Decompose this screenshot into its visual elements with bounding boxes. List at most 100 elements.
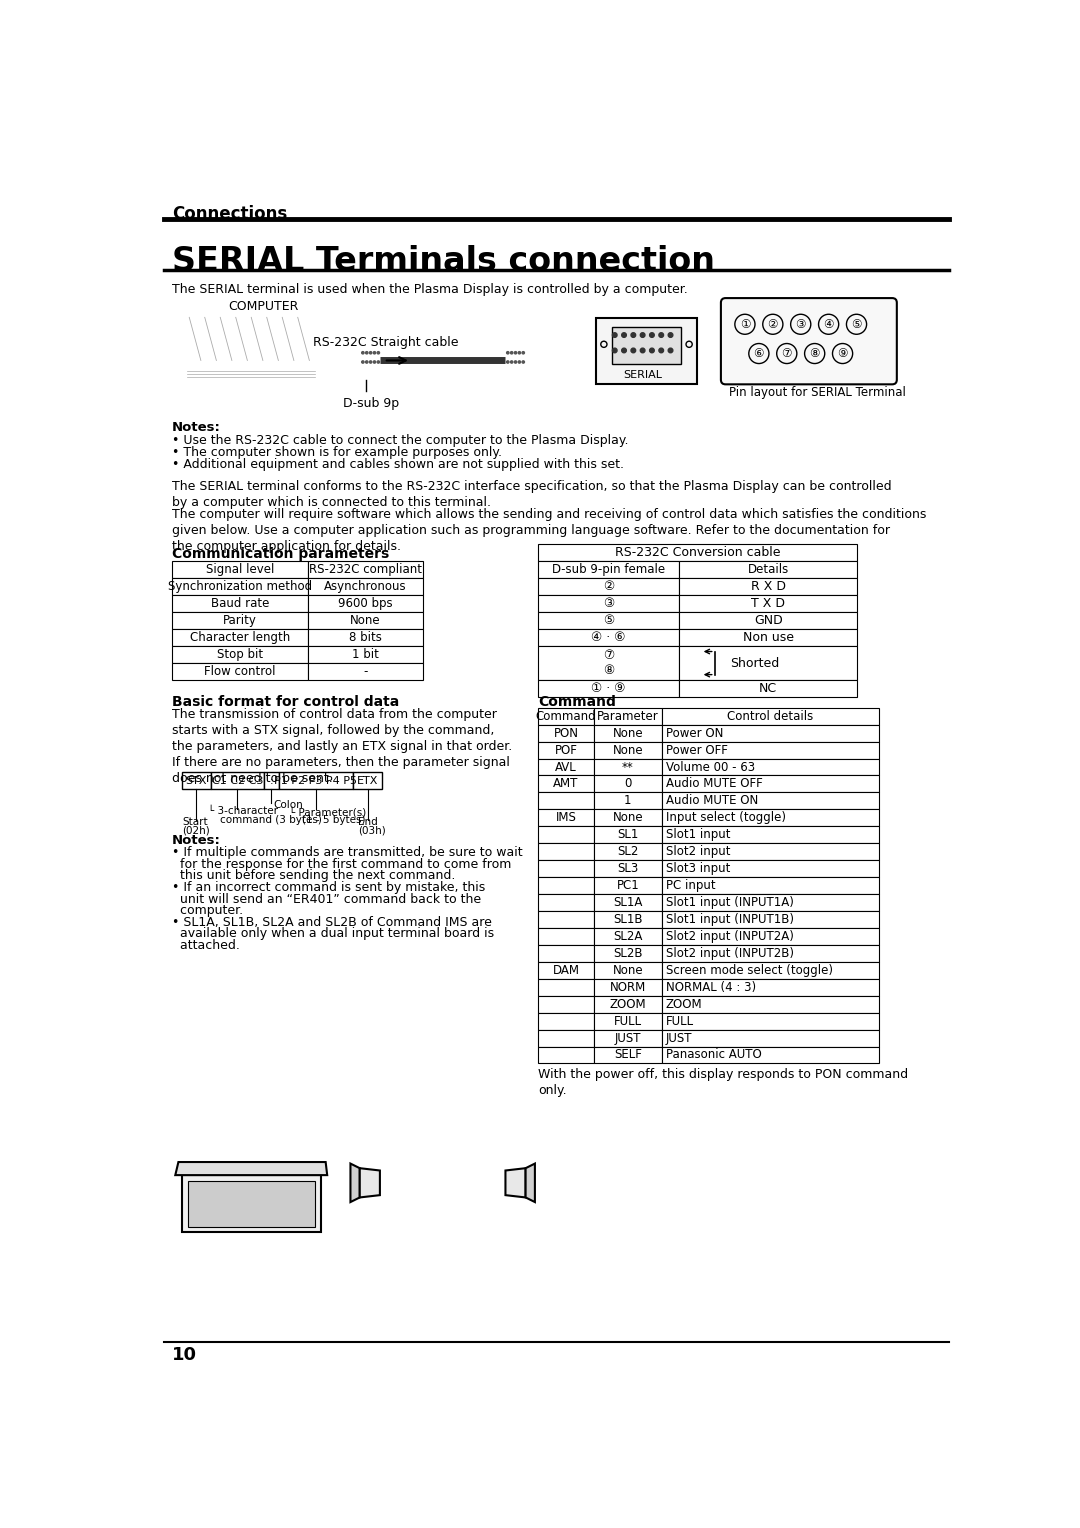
Circle shape bbox=[374, 351, 376, 354]
Bar bbox=[538, 561, 679, 579]
Text: RS-232C Straight cable: RS-232C Straight cable bbox=[313, 336, 459, 348]
Bar bbox=[308, 663, 422, 680]
Circle shape bbox=[507, 351, 509, 354]
Text: ⑦: ⑦ bbox=[782, 347, 792, 361]
Text: Flow control: Flow control bbox=[204, 665, 275, 678]
Circle shape bbox=[631, 333, 636, 338]
Bar bbox=[538, 996, 594, 1013]
Text: SL2B: SL2B bbox=[613, 947, 643, 960]
Bar bbox=[594, 911, 662, 927]
Circle shape bbox=[511, 351, 513, 354]
Text: ETX: ETX bbox=[356, 776, 378, 785]
Bar bbox=[594, 843, 662, 860]
Bar bbox=[594, 810, 662, 827]
Bar bbox=[538, 944, 594, 961]
Circle shape bbox=[631, 348, 636, 353]
Text: None: None bbox=[612, 964, 644, 976]
Circle shape bbox=[362, 351, 364, 354]
Text: None: None bbox=[612, 727, 644, 740]
Text: SERIAL: SERIAL bbox=[623, 370, 662, 380]
Text: (02h): (02h) bbox=[183, 825, 210, 836]
Bar bbox=[679, 579, 858, 596]
Bar bbox=[594, 741, 662, 758]
Text: COMPUTER: COMPUTER bbox=[228, 301, 298, 313]
Text: ②: ② bbox=[603, 581, 615, 593]
Text: JUST: JUST bbox=[666, 1031, 692, 1045]
Bar bbox=[353, 773, 382, 790]
Text: D-sub 9-pin female: D-sub 9-pin female bbox=[552, 564, 665, 576]
Bar bbox=[594, 860, 662, 877]
Text: Slot1 input: Slot1 input bbox=[666, 828, 730, 842]
Text: :: : bbox=[270, 776, 273, 785]
Text: Power ON: Power ON bbox=[666, 727, 724, 740]
Circle shape bbox=[791, 315, 811, 335]
Circle shape bbox=[362, 361, 364, 364]
Circle shape bbox=[612, 333, 617, 338]
Circle shape bbox=[622, 348, 626, 353]
Text: PON: PON bbox=[553, 727, 579, 740]
Text: Colon: Colon bbox=[273, 801, 302, 810]
Text: PC input: PC input bbox=[666, 879, 715, 892]
Bar bbox=[538, 544, 858, 561]
Bar bbox=[679, 613, 858, 630]
Text: IMS: IMS bbox=[555, 811, 577, 824]
Bar bbox=[172, 630, 308, 646]
Bar bbox=[662, 1030, 879, 1047]
Text: End: End bbox=[359, 817, 378, 827]
Text: Audio MUTE ON: Audio MUTE ON bbox=[666, 795, 758, 807]
Text: SL1: SL1 bbox=[617, 828, 638, 842]
Bar bbox=[308, 579, 422, 596]
Text: T X D: T X D bbox=[752, 597, 785, 610]
Text: unit will send an “ER401” command back to the: unit will send an “ER401” command back t… bbox=[172, 892, 482, 906]
Text: • SL1A, SL1B, SL2A and SL2B of Command IMS are: • SL1A, SL1B, SL2A and SL2B of Command I… bbox=[172, 915, 492, 929]
Text: attached.: attached. bbox=[172, 938, 240, 952]
Bar bbox=[538, 961, 594, 979]
Text: AMT: AMT bbox=[553, 778, 579, 790]
Circle shape bbox=[514, 351, 516, 354]
Polygon shape bbox=[350, 1163, 360, 1203]
Bar bbox=[172, 613, 308, 630]
Circle shape bbox=[649, 333, 654, 338]
Text: Command: Command bbox=[538, 695, 616, 709]
Bar bbox=[679, 596, 858, 613]
Text: computer.: computer. bbox=[172, 905, 243, 917]
Polygon shape bbox=[188, 1181, 314, 1227]
Circle shape bbox=[369, 361, 372, 364]
Text: Screen mode select (toggle): Screen mode select (toggle) bbox=[666, 964, 833, 976]
Bar bbox=[594, 707, 662, 724]
Bar bbox=[662, 944, 879, 961]
Circle shape bbox=[748, 344, 769, 364]
Text: Control details: Control details bbox=[727, 709, 813, 723]
Bar bbox=[538, 758, 594, 776]
Bar bbox=[662, 1047, 879, 1063]
Bar bbox=[538, 741, 594, 758]
Text: GND: GND bbox=[754, 614, 783, 626]
Circle shape bbox=[514, 361, 516, 364]
Bar bbox=[679, 646, 858, 680]
Text: None: None bbox=[350, 614, 380, 626]
Bar bbox=[662, 927, 879, 944]
Text: Command: Command bbox=[536, 709, 596, 723]
Text: ZOOM: ZOOM bbox=[666, 998, 702, 1010]
Bar bbox=[594, 1030, 662, 1047]
Text: Notes:: Notes: bbox=[172, 834, 221, 847]
Circle shape bbox=[819, 315, 839, 335]
Circle shape bbox=[518, 351, 521, 354]
Bar bbox=[662, 827, 879, 843]
Circle shape bbox=[847, 315, 866, 335]
Text: DAM: DAM bbox=[552, 964, 579, 976]
Bar bbox=[594, 894, 662, 911]
Text: ①: ① bbox=[740, 318, 751, 330]
Bar bbox=[662, 741, 879, 758]
Text: for the response for the first command to come from: for the response for the first command t… bbox=[172, 857, 512, 871]
Text: Start: Start bbox=[183, 817, 207, 827]
Bar bbox=[594, 961, 662, 979]
Circle shape bbox=[612, 348, 617, 353]
Circle shape bbox=[377, 351, 379, 354]
Text: D-sub 9p: D-sub 9p bbox=[342, 397, 399, 410]
Text: Shorted: Shorted bbox=[730, 657, 780, 669]
Text: Pin layout for SERIAL Terminal: Pin layout for SERIAL Terminal bbox=[729, 387, 906, 399]
Text: FULL: FULL bbox=[666, 1015, 694, 1028]
Text: Parity: Parity bbox=[224, 614, 257, 626]
Circle shape bbox=[649, 348, 654, 353]
